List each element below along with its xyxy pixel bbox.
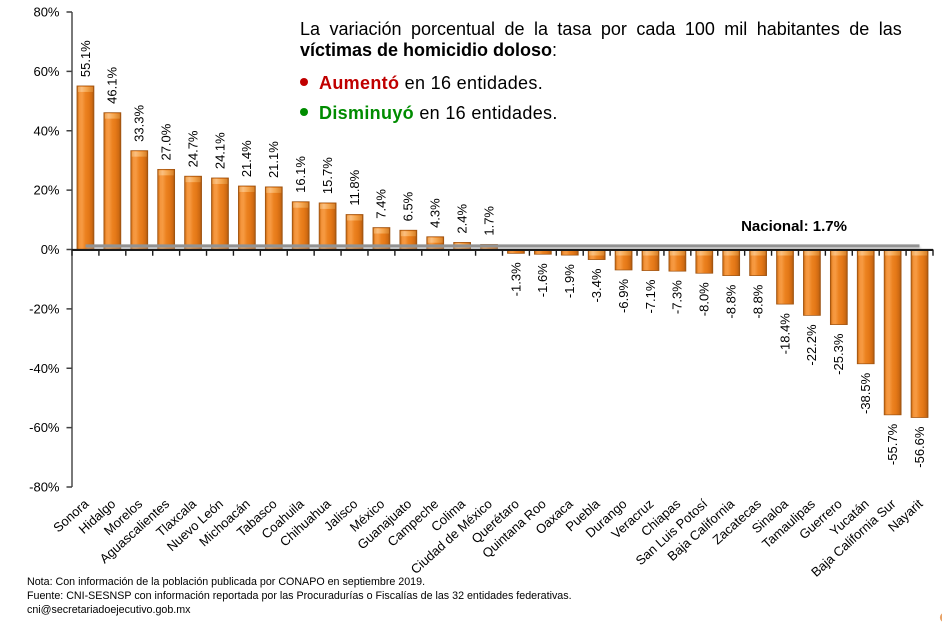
svg-text:21.4%: 21.4%: [239, 140, 254, 177]
svg-text:-22.2%: -22.2%: [804, 324, 819, 366]
svg-text:7.4%: 7.4%: [374, 189, 389, 219]
svg-text:-1.6%: -1.6%: [535, 263, 550, 297]
svg-text:0%: 0%: [41, 242, 60, 257]
svg-text:-56.6%: -56.6%: [912, 426, 927, 468]
svg-text:-3.4%: -3.4%: [589, 268, 604, 302]
svg-text:-80%: -80%: [29, 480, 60, 495]
svg-text:-55.7%: -55.7%: [885, 423, 900, 465]
svg-text:11.8%: 11.8%: [347, 169, 362, 205]
svg-text:4.3%: 4.3%: [428, 198, 443, 228]
svg-text:-38.5%: -38.5%: [858, 372, 873, 414]
svg-text:-8.8%: -8.8%: [750, 284, 765, 318]
svg-text:21.1%: 21.1%: [266, 141, 281, 178]
svg-text:-1.3%: -1.3%: [508, 262, 523, 296]
svg-text:27.0%: 27.0%: [158, 123, 173, 160]
svg-text:-8.0%: -8.0%: [697, 282, 712, 316]
svg-text:80%: 80%: [33, 5, 59, 20]
svg-text:46.1%: 46.1%: [105, 67, 120, 104]
svg-text:-6.9%: -6.9%: [616, 279, 631, 313]
svg-text:2.4%: 2.4%: [454, 203, 469, 233]
svg-text:20%: 20%: [33, 183, 59, 198]
svg-text:15.7%: 15.7%: [320, 157, 335, 194]
svg-text:-1.9%: -1.9%: [562, 264, 577, 298]
svg-text:-40%: -40%: [29, 361, 60, 376]
svg-text:-7.1%: -7.1%: [643, 279, 658, 313]
svg-text:-8.8%: -8.8%: [724, 284, 739, 318]
svg-text:-20%: -20%: [29, 301, 60, 316]
svg-text:33.3%: 33.3%: [132, 105, 147, 142]
svg-text:40%: 40%: [33, 123, 59, 138]
svg-text:16.1%: 16.1%: [293, 156, 308, 193]
svg-text:24.7%: 24.7%: [185, 130, 200, 167]
svg-text:60%: 60%: [33, 64, 59, 79]
svg-text:-60%: -60%: [29, 420, 60, 435]
svg-text:6.5%: 6.5%: [401, 191, 416, 221]
svg-text:55.1%: 55.1%: [78, 40, 93, 77]
svg-text:-7.3%: -7.3%: [670, 280, 685, 314]
svg-text:24.1%: 24.1%: [212, 132, 227, 169]
svg-text:1.7%: 1.7%: [481, 206, 496, 236]
svg-text:-18.4%: -18.4%: [777, 313, 792, 355]
svg-text:-25.3%: -25.3%: [831, 333, 846, 375]
svg-text:Nacional: 1.7%: Nacional: 1.7%: [741, 218, 847, 235]
